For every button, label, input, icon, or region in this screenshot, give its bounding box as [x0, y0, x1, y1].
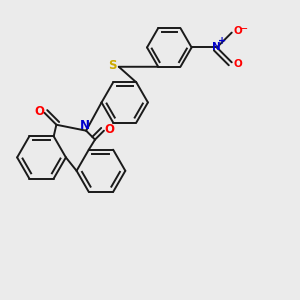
Text: −: − [239, 24, 248, 34]
Text: O: O [233, 26, 242, 36]
Text: +: + [218, 36, 226, 46]
Text: O: O [34, 105, 44, 118]
Text: O: O [233, 59, 242, 69]
Text: S: S [108, 59, 116, 72]
Text: N: N [212, 43, 221, 52]
Text: N: N [80, 119, 90, 132]
Text: O: O [105, 123, 115, 136]
